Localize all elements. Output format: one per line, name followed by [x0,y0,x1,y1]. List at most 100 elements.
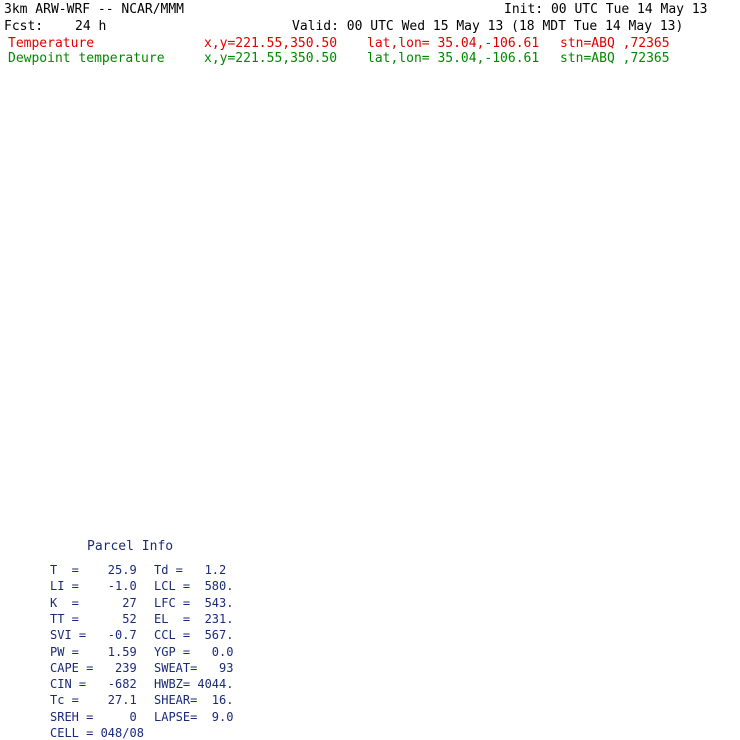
theta-e-label: 28 [301,301,315,315]
wind-barb-flag [645,589,655,601]
wind-barb-flag [642,610,652,622]
moist-adiabat [593,115,696,207]
wind-barb-flag [639,605,647,615]
parcel-row-left: T = 25.9 [50,563,137,577]
lfc-annotation: <-LFC [426,550,462,564]
hodograph-tail [84,227,104,284]
wind-barb-flag [638,635,648,647]
temp-axis-label: -10 [589,319,615,347]
theta-label: 410 [410,124,432,138]
pressure-label: 200 [13,291,36,306]
wind-barb-flag [637,619,645,628]
legend-temperature-name: Temperature [8,36,95,51]
wind-barb-flag [643,307,651,317]
theta-label: 370 [250,124,272,138]
dry-adiabat [148,115,696,382]
wind-barb-flag [643,439,651,448]
parcel-row-right: Td = 1.2 [154,563,227,577]
legend-dewpoint-name: Dewpoint temperature [8,51,165,66]
dry-adiabat [380,115,696,255]
wind-barb-flag [647,550,657,562]
legend-dewpoint-latlon: lat,lon= 35.04,-106.61 [367,51,540,66]
temp-axis-label: -70 [351,69,377,97]
theta-e-label: 8 [68,301,75,315]
fcst-label: Fcst: [4,19,44,34]
init-time: Init: 00 UTC Tue 14 May 13 [504,2,708,17]
isotherm-line [248,115,696,582]
model-title: 3km ARW-WRF -- NCAR/MMM [4,2,185,17]
temp-axis-label: 0 [589,405,606,420]
theta-e-label: 12 [115,301,129,315]
isotherm-line [416,115,696,407]
parcel-row-left: CELL = 048/08 [50,726,144,740]
el-annotation: <-EL [268,327,297,341]
pressure-label: 300 [13,397,36,412]
valid-time: Valid: 00 UTC Wed 15 May 13 (18 MDT Tue … [292,19,684,34]
wind-barb-flag [643,411,651,421]
moist-adiabat [717,115,740,732]
temperature-curve [494,115,696,315]
fcst-value: 24 h [75,19,107,34]
parcel-row-left: CAPE = 239 [50,660,137,675]
wind-barb-flag [643,131,651,141]
mixing-ratio-label: 2 [299,611,306,625]
wind-barb-flag [641,617,651,628]
pressure-label: 100 [13,109,36,124]
dry-adiabat [583,115,696,162]
m-marker: M [392,529,399,543]
dry-adiabat [177,115,696,364]
wind-barb-flag [636,647,646,659]
parcel-row-right: LAPSE= 9.0 [154,709,234,724]
wind-barb-flag [643,347,651,356]
wind-barb-flag [647,574,657,586]
wind-barb-flag [641,591,649,601]
wind-barb-flag [647,505,657,516]
wind-barb-flag [643,204,651,213]
lcl-annotation: <-LCL [442,569,478,583]
wind-barb-flag [647,325,657,337]
mixing-ratio-label: 3 [338,611,345,625]
theta-e-label: 32 [347,301,361,315]
legend-temperature-xy: x,y=221.55,350.50 [204,36,338,51]
dry-adiabat [525,115,696,188]
hodograph-ring [114,184,156,226]
temp-axis-label: 10 [603,463,624,484]
wind-barb-flag [633,643,641,653]
dry-adiabat [293,115,696,300]
dry-adiabat [438,115,696,228]
wind-barb-flag [643,526,651,536]
parcel-row-left: TT = 52 [50,611,137,626]
parcel-row-left: CIN = -682 [50,677,137,692]
wind-barb-flag [647,423,657,435]
temp-axis-label: 40 [703,601,724,622]
wind-barb-flag [647,473,657,485]
isotherm-line [640,115,696,174]
wind-barb-flag [643,381,651,391]
moist-adiabat [485,115,696,299]
wind-barb-flag [647,129,657,141]
wind-barb-flag [647,283,657,294]
moist-adiabat [433,115,696,342]
theta-label: 400 [370,124,392,138]
dewpoint-curve [388,115,696,365]
legend-temperature-stn: stn=ABQ ,72365 [560,36,670,51]
dry-adiabat [206,115,696,348]
isotherm-line [192,115,696,640]
full-barb-label: Full barb: [636,87,696,98]
wind-barb-flag [643,576,651,586]
hodograph-ring-label: 20 [80,155,98,174]
pressure-label: 1000 [5,713,36,728]
temp-axis-label: -50 [506,69,532,97]
parcel-row-left: PW = 1.59 [50,644,137,659]
temp-axis-label: -40 [584,69,610,97]
hodograph-ring-label: 10 [104,175,122,194]
wind-barb-flag [647,542,657,554]
legend-temperature-latlon: lat,lon= 35.04,-106.61 [367,36,540,51]
wind-barb-flag [643,507,651,516]
parcel-row-left: LI = -1.0 [50,579,137,594]
wind-barb-flag [643,603,653,615]
dry-adiabat [409,115,696,241]
wind-barb-flag [647,258,657,270]
parcel-row-right: CCL = 567. [154,628,234,643]
parcel-row-right: HWBZ= 4044. [154,677,234,692]
